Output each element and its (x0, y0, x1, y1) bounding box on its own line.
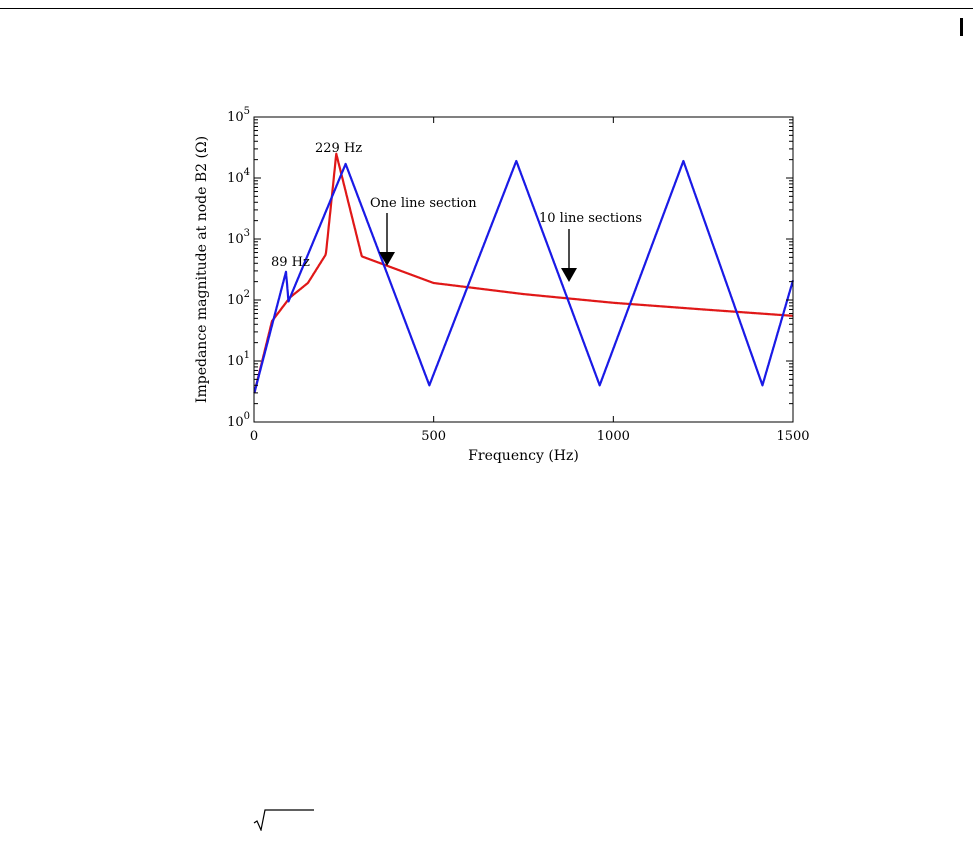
y-tick-label: 100 (227, 411, 250, 430)
y-tick-label: 103 (227, 228, 250, 247)
series-line-blue (253, 159, 795, 394)
plot-frame (253, 116, 794, 423)
y-tick-label: 104 (227, 167, 250, 186)
y-axis-label: Impedance magnitude at node B2 (Ω) (194, 136, 210, 403)
arrow-one-line-section (379, 213, 395, 266)
annotation-one-line-section: One line section (370, 196, 477, 211)
x-tick-label: 1000 (597, 429, 630, 444)
x-tick-label: 0 (250, 429, 258, 444)
page-header-marker (960, 18, 963, 36)
annotation-10-line-sections: 10 line sections (539, 211, 642, 226)
arrow-10-line-sections (561, 229, 577, 282)
x-tick-label: 500 (421, 429, 446, 444)
series-line-red (253, 152, 794, 394)
x-axis-label: Frequency (Hz) (468, 448, 579, 464)
annotation-229hz: 229 Hz (315, 141, 362, 156)
y-tick-label: 105 (227, 106, 250, 125)
y-tick-label: 101 (227, 350, 250, 369)
page-header-rule (0, 8, 973, 9)
x-tick-label: 1500 (776, 429, 809, 444)
sqrt-symbol-icon (253, 809, 314, 831)
annotation-89hz: 89 Hz (271, 255, 310, 270)
y-tick-label: 102 (227, 289, 250, 308)
